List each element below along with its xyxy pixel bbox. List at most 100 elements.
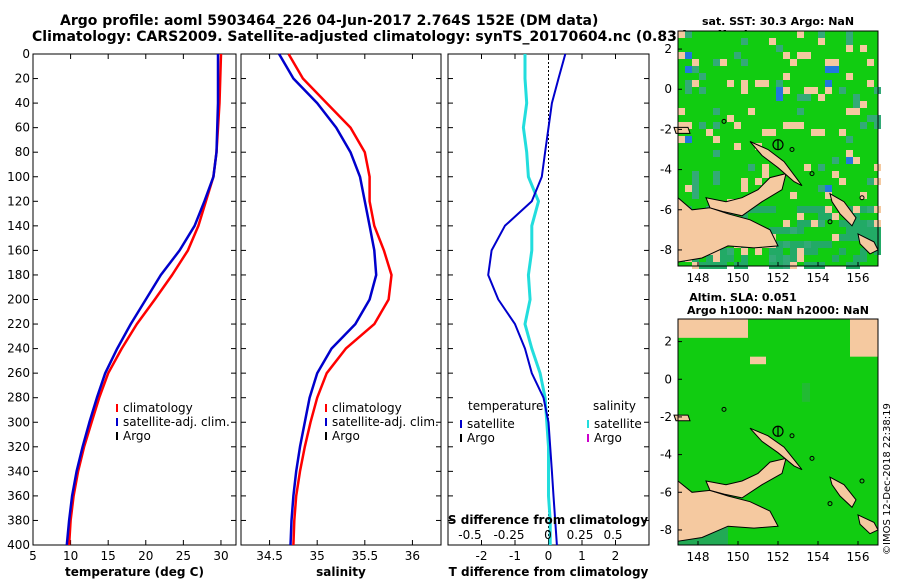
- sst-cell: [804, 248, 811, 255]
- sst-nodata-cell: [811, 220, 818, 227]
- temperature-profile-xtick-label: 20: [138, 549, 153, 563]
- sst-cell: [727, 248, 734, 255]
- depth-tick-label: 0: [22, 47, 30, 61]
- sst-nodata-cell: [825, 59, 832, 66]
- sst-nodata-cell: [727, 80, 734, 87]
- sst-cell: [769, 206, 776, 213]
- sst-cell: [832, 157, 839, 164]
- land-polygon: [673, 126, 691, 134]
- sst-cell: [720, 248, 727, 255]
- sst-cell: [797, 227, 804, 234]
- sst-map-ytick-label: 0: [664, 82, 672, 96]
- sst-nodata-cell: [783, 220, 790, 227]
- sdiff-tick-label: 0: [544, 528, 552, 542]
- temperature-profile-legend-label: satellite-adj. clim.: [123, 415, 230, 429]
- temperature-profile-frame: [32, 53, 237, 546]
- sst-nodata-cell: [734, 143, 741, 150]
- tdiff-legend-label: Argo: [467, 431, 495, 445]
- sst-cell: [769, 255, 776, 262]
- sst-nodata-cell: [839, 178, 846, 185]
- sst-map-xtick-label: 156: [847, 271, 870, 285]
- sst-cell: [685, 52, 692, 59]
- sst-nodata-cell: [769, 129, 776, 136]
- sst-nodata-cell: [678, 31, 685, 38]
- sst-nodata-cell: [860, 45, 867, 52]
- sst-cell: [818, 164, 825, 171]
- sst-cell: [776, 248, 783, 255]
- sst-cell: [867, 115, 874, 122]
- sst-cell: [825, 80, 832, 87]
- depth-tick-label: 160: [7, 243, 30, 257]
- sdiff-tick-label: -0.25: [493, 528, 524, 542]
- sla-map-title-1: Altim. SLA: 0.051: [689, 291, 797, 304]
- sdiff-legend-title: salinity: [593, 399, 636, 413]
- sst-cell: [853, 227, 860, 234]
- sla-map-xtick-label: 152: [767, 550, 790, 564]
- sst-nodata-cell: [825, 206, 832, 213]
- sst-map-ytick-label: -2: [660, 122, 672, 136]
- salinity-profile-legend-label: satellite-adj. clim.: [332, 415, 439, 429]
- difference-profile-xtick-label: 0: [545, 549, 553, 563]
- sst-cell: [797, 206, 804, 213]
- sst-nodata-cell: [685, 122, 692, 129]
- sst-cell: [699, 87, 706, 94]
- land-polygon: [829, 476, 857, 509]
- sst-cell: [853, 101, 860, 108]
- sst-cell: [713, 150, 720, 157]
- temperature-profile-legend-label: Argo: [123, 429, 151, 443]
- sst-cell: [790, 227, 797, 234]
- sdiff-tick-label: -0.5: [458, 528, 481, 542]
- island-marker: [789, 147, 795, 153]
- land-polygon: [673, 414, 691, 422]
- sst-cell: [846, 38, 853, 45]
- salinity-profile-xtick-label: 34.5: [256, 549, 283, 563]
- sst-cell: [713, 178, 720, 185]
- salinity-profile-frame: [240, 53, 442, 546]
- salinity-profile-legend-label: Argo: [332, 429, 360, 443]
- sst-nodata-cell: [811, 129, 818, 136]
- sst-cell: [776, 94, 783, 101]
- sst-nodata-cell: [860, 192, 867, 199]
- sst-cell: [825, 66, 832, 73]
- depth-tick-label: 280: [7, 391, 30, 405]
- sst-cell: [706, 255, 713, 262]
- sla-map-xtick-label: 150: [727, 550, 750, 564]
- sst-nodata-cell: [825, 87, 832, 94]
- sst-cell: [825, 241, 832, 248]
- sst-cell: [832, 255, 839, 262]
- sst-cell: [804, 220, 811, 227]
- sst-cell: [776, 87, 783, 94]
- sst-nodata-cell: [741, 185, 748, 192]
- difference-profile-xtick-label: 2: [612, 549, 620, 563]
- sst-cell: [804, 241, 811, 248]
- sst-map-ytick-label: -4: [660, 163, 672, 177]
- sst-cell: [755, 206, 762, 213]
- sst-nodata-cell: [783, 122, 790, 129]
- sst-cell: [846, 31, 853, 38]
- sst-nodata-cell: [811, 87, 818, 94]
- island-marker: [809, 455, 815, 461]
- sst-cell: [797, 241, 804, 248]
- sst-cell: [867, 206, 874, 213]
- sst-nodata-cell: [832, 234, 839, 241]
- sst-nodata-cell: [685, 185, 692, 192]
- land-polygon: [857, 232, 879, 255]
- sst-nodata-cell: [762, 129, 769, 136]
- island-marker: [721, 118, 727, 124]
- depth-tick-label: 400: [7, 538, 30, 552]
- island-marker: [859, 195, 865, 201]
- sst-cell: [692, 171, 699, 178]
- sst-nodata-cell: [741, 178, 748, 185]
- depth-tick-label: 240: [7, 342, 30, 356]
- sst-map-xtick-label: 148: [687, 271, 710, 285]
- sst-nodata-cell: [706, 129, 713, 136]
- sst-cell: [685, 136, 692, 143]
- sla-map-xtick-label: 154: [807, 550, 830, 564]
- sst-cell: [818, 213, 825, 220]
- depth-tick-label: 60: [15, 121, 30, 135]
- depth-tick-label: 340: [7, 464, 30, 478]
- sst-nodata-cell: [755, 80, 762, 87]
- depth-tick-label: 200: [7, 293, 30, 307]
- sst-map-xtick-label: 150: [727, 271, 750, 285]
- tdiff-legend-title: temperature: [468, 399, 543, 413]
